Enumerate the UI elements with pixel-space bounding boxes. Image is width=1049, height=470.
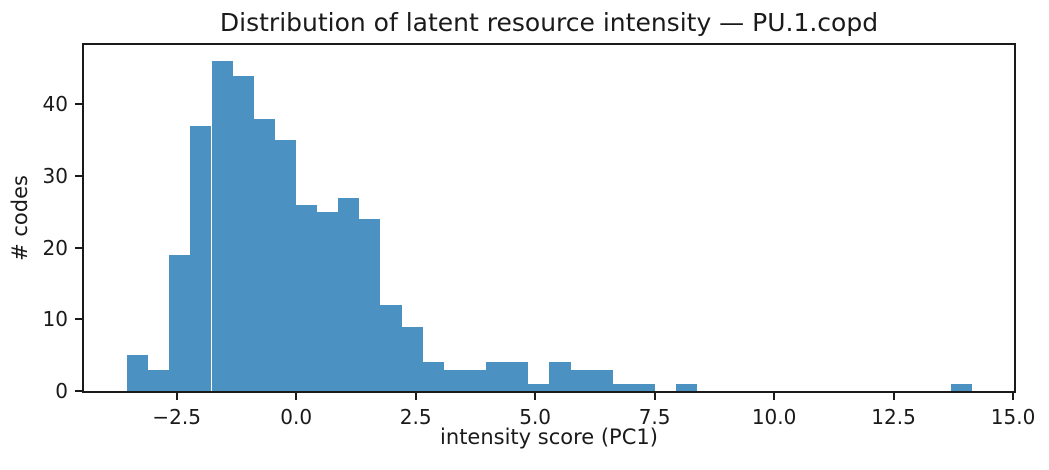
histogram-bar xyxy=(232,75,254,391)
histogram-bar xyxy=(253,118,275,391)
x-axis-label: intensity score (PC1) xyxy=(440,425,658,449)
histogram-bar xyxy=(549,362,571,391)
histogram-bar xyxy=(422,362,444,391)
y-axis-tick-label: 20 xyxy=(42,235,68,260)
y-axis-tick xyxy=(75,246,82,249)
x-axis-tick xyxy=(175,393,178,400)
x-axis-tick-label: 7.5 xyxy=(638,405,671,429)
chart-title: Distribution of latent resource intensit… xyxy=(219,8,879,37)
histogram-bar xyxy=(296,204,318,391)
x-axis-tick-label: 15.0 xyxy=(990,405,1036,429)
histogram-bar xyxy=(464,369,487,391)
y-axis-tick xyxy=(75,390,82,392)
histogram-bar xyxy=(676,383,698,391)
x-axis-tick xyxy=(414,393,417,400)
histogram-bar xyxy=(317,211,339,391)
x-axis-tick-label: 10.0 xyxy=(751,405,797,429)
histogram-bar xyxy=(591,369,613,391)
x-axis-tick xyxy=(892,393,895,400)
y-axis-tick xyxy=(75,175,82,178)
x-axis-tick-label: −2.5 xyxy=(152,405,201,429)
y-axis-tick-label: 40 xyxy=(42,92,68,117)
histogram-bar xyxy=(528,383,550,391)
y-axis-tick-label: 30 xyxy=(42,164,68,189)
histogram-bar xyxy=(570,369,592,391)
histogram-bar xyxy=(380,305,402,391)
histogram-bar xyxy=(401,326,423,391)
x-axis-tick-label: 0.0 xyxy=(280,405,313,429)
y-axis-tick xyxy=(75,103,82,106)
histogram-bar xyxy=(633,383,656,391)
histogram-bar xyxy=(443,369,465,391)
x-axis-tick-label: 2.5 xyxy=(399,405,432,429)
y-axis-tick-label: 10 xyxy=(42,307,68,332)
histogram-bar xyxy=(612,383,634,391)
histogram-bar xyxy=(148,369,170,391)
x-axis-tick xyxy=(1012,393,1015,400)
histogram-bar xyxy=(190,125,212,391)
plot-area: −2.5 0.0 2.5 5.0 7.5 10.0 12.5 15.0 0 10 20 30 40 xyxy=(43,43,1035,429)
histogram-bar xyxy=(338,197,360,391)
histogram-bar xyxy=(950,383,972,391)
histogram-bar xyxy=(127,355,149,391)
x-axis-tick xyxy=(653,393,656,400)
histogram-bar xyxy=(211,61,233,391)
x-axis-tick xyxy=(773,393,776,400)
x-axis-tick-label: 5.0 xyxy=(519,405,552,429)
histogram-bar xyxy=(274,140,296,391)
histogram-bar xyxy=(169,254,191,391)
y-axis-tick xyxy=(75,318,82,321)
x-axis-tick-label: 12.5 xyxy=(871,405,916,429)
histogram-bar xyxy=(486,362,508,391)
histogram-bar xyxy=(507,362,529,391)
x-axis-tick xyxy=(295,393,298,400)
histogram-bar xyxy=(359,219,381,391)
y-axis-tick-label: 0 xyxy=(55,379,68,403)
x-axis-tick xyxy=(534,393,537,400)
y-axis-label: # codes xyxy=(8,175,32,261)
